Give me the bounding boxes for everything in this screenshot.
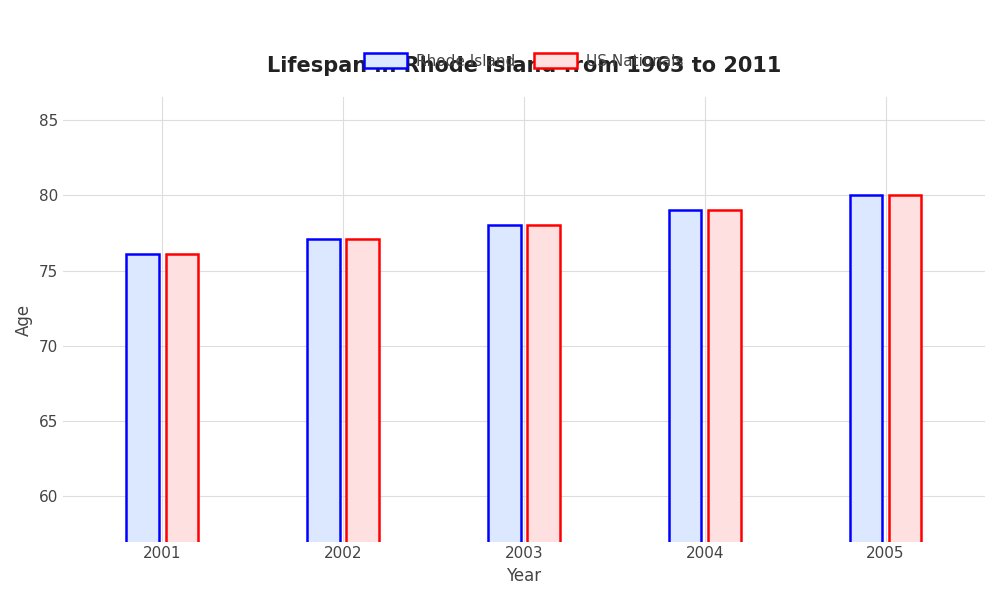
Title: Lifespan in Rhode Island from 1963 to 2011: Lifespan in Rhode Island from 1963 to 20…	[267, 56, 781, 76]
Bar	[346, 239, 379, 600]
Bar	[708, 211, 741, 600]
Legend: Rhode Island, US Nationals: Rhode Island, US Nationals	[358, 47, 689, 75]
Bar	[850, 195, 882, 600]
X-axis label: Year: Year	[506, 567, 541, 585]
Bar	[307, 239, 340, 600]
Bar	[488, 226, 521, 600]
Y-axis label: Age: Age	[15, 304, 33, 335]
Bar	[889, 195, 921, 600]
Bar	[669, 211, 701, 600]
Bar	[527, 226, 560, 600]
Bar	[126, 254, 159, 600]
Bar	[166, 254, 198, 600]
